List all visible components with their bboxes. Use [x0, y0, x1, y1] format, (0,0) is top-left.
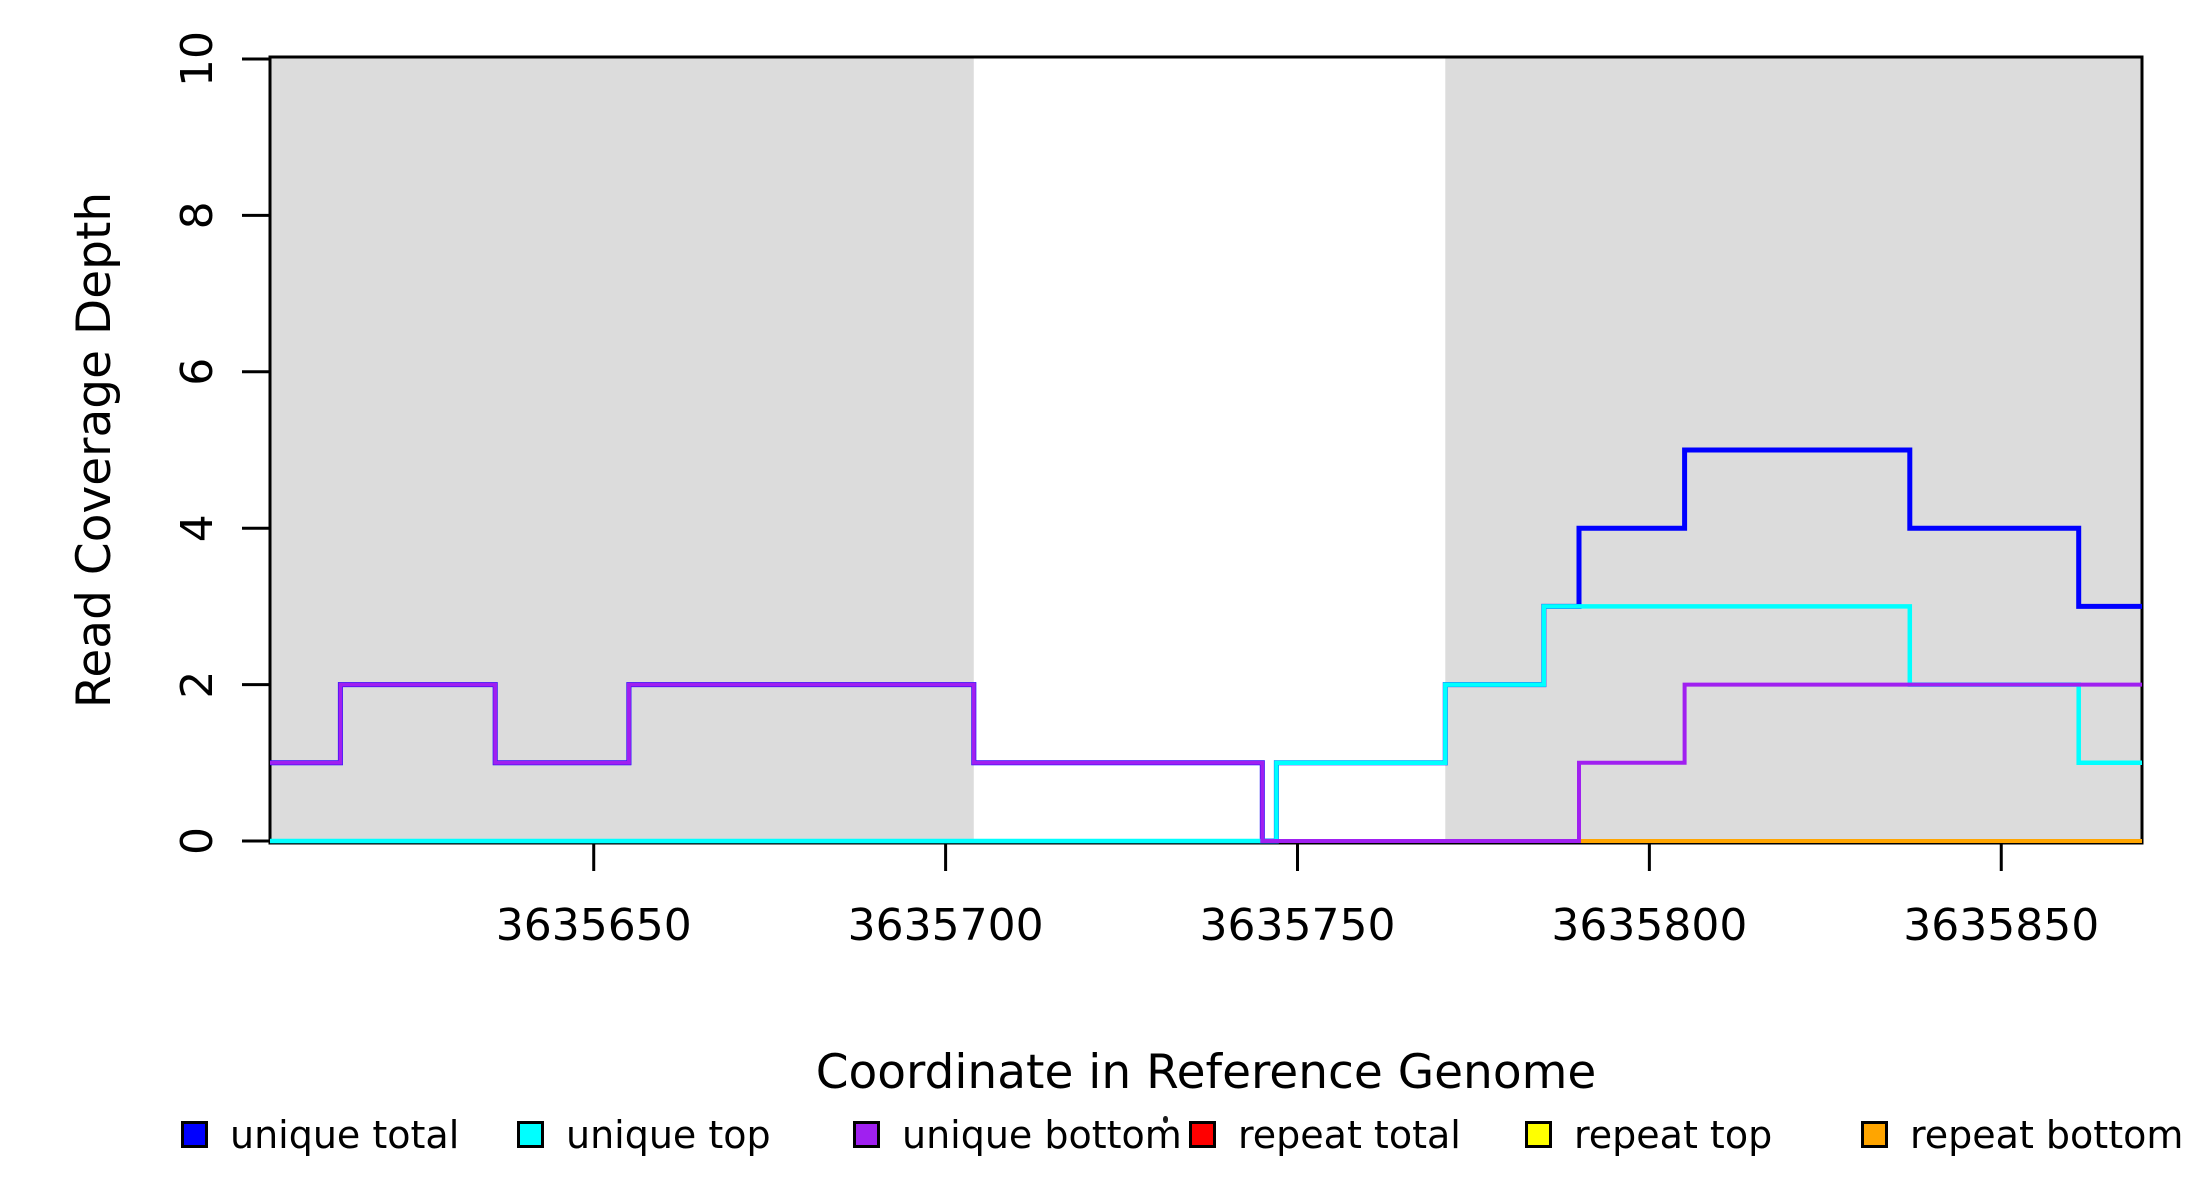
legend-label-repeat-bottom: repeat bottom: [1910, 1112, 2184, 1157]
x-tick-label: 3635800: [1551, 900, 1747, 951]
x-tick-label: 3635850: [1903, 900, 2099, 951]
legend-item-repeat-top: repeat top: [1525, 1112, 1773, 1157]
legend-item-unique-total: unique total: [181, 1112, 460, 1157]
x-tick-label: 3635650: [496, 900, 692, 951]
legend-swatch-repeat-bottom-icon: [1861, 1121, 1888, 1148]
x-axis-label: Coordinate in Reference Genome: [815, 1045, 1597, 1100]
x-tick-label: 3635750: [1200, 900, 1396, 951]
legend-swatch-repeat-top-icon: [1525, 1121, 1552, 1148]
shaded-region: [270, 57, 974, 843]
legend-item-repeat-bottom: repeat bottom: [1861, 1112, 2184, 1157]
y-tick-label: 0: [172, 827, 223, 855]
legend-label-unique-bottom: unique bottom: [902, 1112, 1182, 1157]
series-line-unique-bottom: [270, 682, 2142, 843]
legend-label-repeat-total: repeat total: [1238, 1112, 1461, 1157]
legend-item-repeat-total: repeat total: [1189, 1112, 1461, 1157]
y-tick-label: 4: [172, 514, 223, 542]
legend-label-unique-top: unique top: [566, 1112, 771, 1157]
legend-swatch-unique-bottom-icon: [853, 1121, 880, 1148]
legend-swatch-unique-top-icon: [517, 1121, 544, 1148]
y-tick-label: 6: [172, 358, 223, 386]
x-tick-label: 3635700: [848, 900, 1044, 951]
legend-item-unique-bottom: unique bottom: [853, 1112, 1182, 1157]
legend-label-repeat-top: repeat top: [1574, 1112, 1773, 1157]
y-tick-label: 2: [172, 671, 223, 699]
y-tick-label: 8: [172, 201, 223, 229]
legend-swatch-repeat-total-icon: [1189, 1121, 1216, 1148]
y-tick-label: 10: [172, 31, 223, 87]
legend-label-unique-total: unique total: [230, 1112, 460, 1157]
legend-item-unique-top: unique top: [517, 1112, 771, 1157]
y-axis-label: Read Coverage Depth: [67, 191, 122, 709]
legend-swatch-unique-total-icon: [181, 1121, 208, 1148]
series-line-unique-top: [270, 604, 2142, 844]
stray-mark: [1163, 1116, 1168, 1123]
